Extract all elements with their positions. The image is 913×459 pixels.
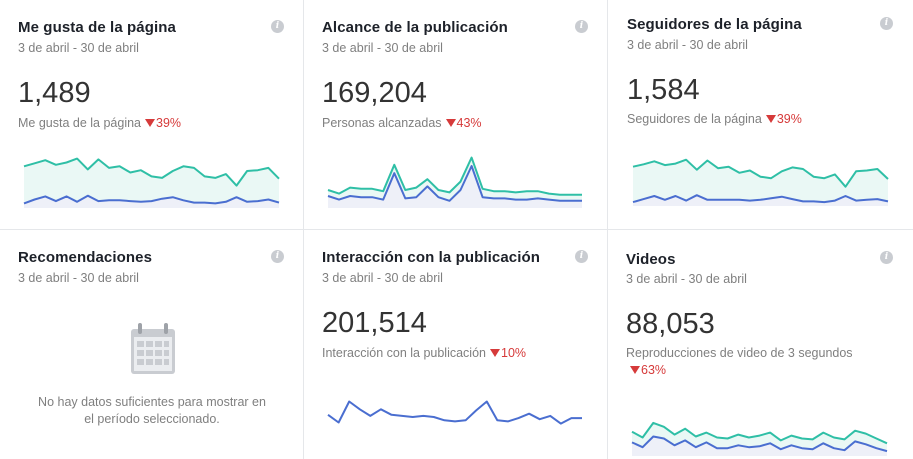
- down-triangle-icon: [630, 366, 640, 374]
- card-sublabel: Seguidores de la página 39%: [627, 112, 802, 126]
- blue-series-line: [632, 194, 889, 204]
- card-page-followers[interactable]: Seguidores de la página 3 de abril - 30 …: [608, 0, 913, 230]
- empty-state-message: No hay datos suficientes para mostrar en…: [0, 394, 303, 428]
- area-fill: [632, 422, 887, 452]
- delta-value: 39%: [156, 116, 182, 130]
- card-title: Alcance de la publicación: [322, 19, 508, 36]
- info-icon[interactable]: i: [880, 251, 893, 264]
- sublabel-text: Seguidores de la página: [627, 112, 762, 126]
- area-fill: [328, 157, 582, 201]
- card-title: Videos: [626, 251, 676, 268]
- card-date-range: 3 de abril - 30 de abril: [626, 272, 747, 286]
- empty-state-line-1: No hay datos suficientes para mostrar en: [38, 395, 266, 409]
- blue-series-line: [23, 194, 280, 205]
- delta-badge: 39%: [145, 116, 181, 130]
- card-videos[interactable]: Videos 3 de abril - 30 de abril i 88,053…: [608, 230, 913, 459]
- teal-series-line: [632, 158, 889, 188]
- card-date-range: 3 de abril - 30 de abril: [18, 41, 139, 55]
- card-date-range: 3 de abril - 30 de abril: [18, 271, 139, 285]
- teal-series-line: [23, 157, 280, 187]
- card-date-range: 3 de abril - 30 de abril: [627, 38, 748, 52]
- followers-sparkline: [632, 158, 889, 206]
- down-triangle-icon: [490, 349, 500, 357]
- calendar-icon: [131, 323, 175, 374]
- card-post-engagement[interactable]: Interacción con la publicación 3 de abri…: [304, 230, 608, 459]
- card-page-likes[interactable]: Me gusta de la página 3 de abril - 30 de…: [0, 0, 304, 230]
- card-value: 1,489: [18, 77, 91, 109]
- blue-series-line: [327, 165, 582, 202]
- card-post-reach[interactable]: Alcance de la publicación 3 de abril - 3…: [304, 0, 608, 230]
- card-sublabel: Interacción con la publicación 10%: [322, 346, 526, 360]
- delta-value: 10%: [501, 346, 527, 360]
- card-title: Me gusta de la página: [18, 19, 176, 36]
- sublabel-text: Interacción con la publicación: [322, 346, 486, 360]
- card-recommendations[interactable]: Recomendaciones 3 de abril - 30 de abril…: [0, 230, 304, 459]
- area-fill-lower: [328, 166, 582, 208]
- card-value: 169,204: [322, 77, 427, 109]
- delta-badge: 10%: [490, 346, 526, 360]
- card-value: 1,584: [627, 74, 700, 106]
- delta-badge: 39%: [765, 112, 802, 126]
- down-triangle-icon: [445, 119, 456, 127]
- delta-badge: 63%: [630, 363, 666, 377]
- info-icon[interactable]: i: [575, 250, 588, 263]
- blue-series-line: [631, 435, 888, 453]
- info-icon[interactable]: i: [271, 20, 284, 33]
- card-sublabel: Reproducciones de video de 3 segundos: [626, 346, 853, 360]
- delta-value: 43%: [456, 116, 482, 130]
- delta-value: 63%: [641, 363, 667, 377]
- card-sublabel: Personas alcanzadas 43%: [322, 116, 482, 130]
- empty-state-line-2: el período seleccionado.: [84, 412, 220, 426]
- videos-sparkline: [631, 421, 888, 456]
- sublabel-text: Me gusta de la página: [18, 116, 142, 130]
- card-date-range: 3 de abril - 30 de abril: [322, 271, 443, 285]
- card-value: 201,514: [322, 307, 427, 339]
- card-date-range: 3 de abril - 30 de abril: [322, 41, 443, 55]
- card-title: Seguidores de la página: [627, 16, 802, 33]
- likes-sparkline: [23, 157, 280, 208]
- card-title: Recomendaciones: [18, 249, 153, 266]
- delta-value: 39%: [776, 112, 802, 126]
- card-value: 88,053: [626, 308, 715, 340]
- sublabel-text: Personas alcanzadas: [322, 116, 442, 130]
- down-triangle-icon: [765, 115, 776, 123]
- teal-series-line: [631, 421, 888, 445]
- delta-badge: 43%: [445, 116, 482, 130]
- down-triangle-icon: [145, 119, 156, 127]
- info-icon[interactable]: i: [575, 20, 588, 33]
- engagement-sparkline: [327, 400, 582, 425]
- reach-sparkline: [327, 156, 582, 208]
- card-title: Interacción con la publicación: [322, 249, 541, 266]
- info-icon[interactable]: i: [880, 17, 893, 30]
- info-icon[interactable]: i: [271, 250, 284, 263]
- teal-series-line: [327, 156, 582, 196]
- card-sublabel: Me gusta de la página 39%: [18, 116, 181, 130]
- area-fill-lower: [632, 436, 887, 456]
- blue-series-line: [327, 400, 582, 425]
